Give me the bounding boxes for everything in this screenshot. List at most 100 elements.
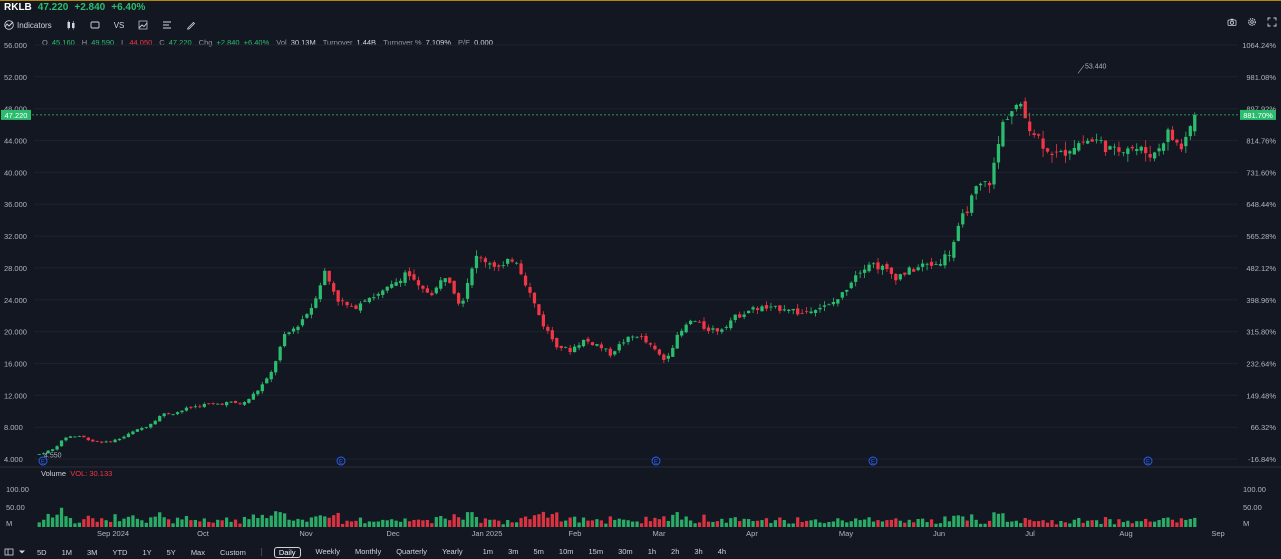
interval-1m[interactable]: 1m — [482, 546, 494, 556]
price-chart[interactable]: 56.000 1064.24% 52.000 981.08% 48.000 897.92%… — [0, 0, 1281, 545]
candle-body — [398, 280, 403, 284]
volume-bar — [461, 519, 465, 527]
interval-10m[interactable]: 10m — [558, 546, 574, 556]
volume-bar — [465, 512, 470, 527]
volume-bar — [82, 519, 86, 527]
candle-body — [354, 305, 358, 309]
volume-bar — [1094, 520, 1099, 527]
interval-daily[interactable]: Daily — [273, 546, 301, 558]
volume-bar — [1108, 519, 1112, 527]
range-1m[interactable]: 1M — [61, 547, 73, 557]
interval-3h[interactable]: 3h — [694, 546, 703, 556]
layout-button[interactable] — [90, 20, 100, 30]
y-tick-label-pct: 398.96% — [1246, 296, 1276, 305]
volume-bar — [189, 520, 193, 527]
range-3m[interactable]: 3M — [87, 547, 98, 557]
draw-button[interactable] — [186, 20, 196, 30]
compare-button[interactable]: VS — [114, 21, 125, 30]
candle-body — [349, 305, 354, 307]
volume-bar — [586, 520, 590, 527]
volume-bar — [135, 518, 140, 527]
chevron-down-icon[interactable] — [17, 547, 27, 557]
range-max[interactable]: Max — [190, 547, 205, 557]
candle-body — [323, 270, 327, 286]
interval-weekly[interactable]: Weekly — [315, 546, 340, 556]
candle-body — [166, 413, 171, 415]
toolbar-right — [1227, 17, 1277, 27]
chart-style-button[interactable] — [66, 20, 76, 30]
high-value: 49.590 — [91, 38, 115, 47]
volume-bar — [983, 523, 987, 527]
volume-bar — [372, 521, 376, 527]
y-tick-label: 28.000 — [4, 264, 27, 273]
range-1y[interactable]: 1Y — [142, 547, 152, 557]
symbol-name[interactable]: RKLB — [4, 2, 32, 13]
interval-monthly[interactable]: Monthly — [354, 546, 382, 556]
candle-body — [394, 282, 398, 286]
y-tick-label: 16.000 — [4, 359, 27, 368]
interval-2h[interactable]: 2h — [671, 546, 680, 556]
interval-quarterly[interactable]: Quarterly — [396, 546, 428, 556]
volume-bar — [898, 520, 902, 527]
volume-bar — [693, 523, 697, 527]
volume-bar — [577, 522, 581, 527]
candle-body — [854, 275, 858, 282]
volume-bar — [671, 514, 675, 527]
volume-bar — [1148, 521, 1152, 527]
volume-bar — [131, 515, 135, 527]
candle-body — [492, 262, 496, 267]
range-5y[interactable]: 5Y — [166, 547, 176, 557]
change-label: Chg — [198, 38, 213, 47]
volume-bar — [1139, 521, 1143, 527]
candle-body — [153, 420, 157, 425]
candle-body — [1063, 149, 1068, 156]
current-price-label: 47.220 — [5, 111, 28, 120]
candle-body — [220, 403, 224, 405]
volume-bar — [1179, 518, 1184, 527]
settings-icon[interactable] — [1247, 17, 1257, 27]
chart-type-button[interactable] — [138, 20, 148, 30]
candle-body — [1157, 148, 1161, 152]
indicators-button[interactable]: Indicators — [4, 20, 52, 30]
volume-bar — [1152, 521, 1157, 527]
x-tick-label: Aug — [1119, 529, 1132, 538]
interval-1h[interactable]: 1h — [647, 546, 657, 556]
candle-body — [675, 334, 679, 349]
volume-bar — [104, 520, 108, 527]
volume-bar — [630, 521, 635, 527]
candle-body — [751, 307, 755, 310]
panel-layout-icon[interactable] — [4, 547, 14, 557]
last-price: 47.220 — [37, 2, 69, 13]
volume-bar — [166, 519, 171, 527]
interval-3m[interactable]: 3m — [508, 546, 519, 556]
list-button[interactable] — [162, 20, 172, 30]
candle-body — [590, 342, 595, 346]
candle-body — [416, 280, 421, 286]
candle-body — [82, 435, 86, 438]
earnings-badge-icon — [868, 456, 878, 466]
volume-bar — [742, 518, 746, 527]
interval-15m[interactable]: 15m — [588, 546, 604, 556]
candle-body — [693, 321, 697, 322]
volume-bar — [506, 520, 510, 527]
camera-icon[interactable] — [1227, 17, 1237, 27]
volume-bar — [300, 519, 305, 527]
change-value: +2.840 — [216, 38, 240, 47]
interval-30m[interactable]: 30m — [618, 546, 633, 556]
interval-4h[interactable]: 4h — [717, 546, 727, 556]
candle-body — [822, 305, 827, 307]
candle-body — [947, 255, 952, 257]
x-tick-label: Jan 2025 — [472, 529, 503, 538]
range-5d[interactable]: 5D — [37, 547, 47, 557]
y-tick-label: 40.000 — [4, 168, 27, 177]
candle-body — [1077, 143, 1081, 151]
fullscreen-icon[interactable] — [1267, 17, 1277, 27]
volume-bar — [510, 522, 514, 527]
volume-bar — [729, 518, 733, 527]
y-tick-label: 52.000 — [4, 73, 27, 82]
volume-bar — [965, 520, 969, 527]
range-ytd[interactable]: YTD — [112, 547, 128, 557]
range-custom[interactable]: Custom — [219, 547, 246, 557]
interval-yearly[interactable]: Yearly — [442, 546, 463, 556]
interval-5m[interactable]: 5m — [533, 546, 544, 556]
